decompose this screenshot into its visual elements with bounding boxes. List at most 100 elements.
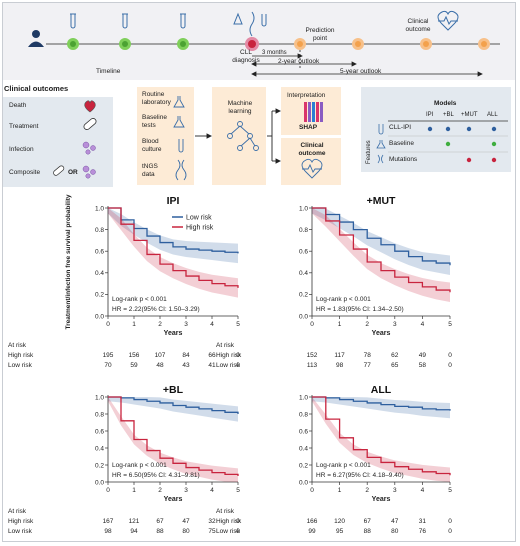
at-risk-high-value: 117 [334, 352, 345, 359]
at-risk-label: At risk [216, 342, 235, 349]
or-label: OR [68, 169, 78, 176]
x-tick-label: 3 [184, 321, 188, 328]
y-tick-label: 0.6 [299, 249, 308, 256]
at-risk-low-value: 65 [391, 362, 399, 369]
y-tick-label: 0.4 [95, 445, 104, 452]
hr-text: HR = 6.27(95% CI: 4.18–9.40) [316, 472, 404, 479]
x-tick-label: 0 [106, 321, 110, 328]
two-year-label: 2-year outlook [278, 58, 320, 65]
y-tick-label: 0.4 [299, 445, 308, 452]
feature-icons [376, 124, 386, 164]
inputs-box [137, 87, 194, 185]
ci-band [108, 208, 238, 264]
y-tick-label: 0.6 [95, 249, 104, 256]
at-risk-low-value: 0 [236, 362, 240, 369]
at-risk-high-value: 0 [236, 518, 240, 525]
x-tick-label: 2 [365, 487, 369, 494]
at-risk-high-value: 84 [182, 352, 190, 359]
at-risk-high-value: 120 [334, 518, 345, 525]
models-title: Models [434, 100, 457, 107]
at-risk-low-value: 58 [419, 362, 427, 369]
at-risk-high-value: 66 [208, 352, 216, 359]
outlook-arrows [251, 50, 483, 77]
model-col-all: ALL [487, 112, 498, 118]
hr-text: HR = 6.50(95% CI: 4.31–9.81) [112, 472, 200, 479]
chart-title: +MUT [367, 195, 396, 207]
x-tick-label: 5 [236, 321, 240, 328]
at-risk-high-value: 195 [103, 352, 114, 359]
network-icon [227, 121, 259, 151]
ml-label: Machine learning [227, 100, 253, 115]
interpretation-label: Interpretation [287, 92, 326, 99]
at-risk-high-value: 67 [156, 518, 164, 525]
at-risk-low-value: 48 [156, 362, 164, 369]
y-tick-label: 0.4 [95, 270, 104, 277]
x-axis-label: Years [372, 330, 391, 337]
ci-band [108, 397, 238, 422]
ml-box [212, 87, 266, 185]
y-tick-label: 0.0 [299, 313, 308, 320]
x-tick-label: 4 [421, 487, 425, 494]
y-tick-label: 0.2 [299, 292, 308, 299]
model-row-ipi: CLL-IPI [389, 124, 412, 131]
chart-title: ALL [371, 384, 392, 396]
survival-curve [312, 396, 451, 476]
logrank-text: Log-rank p < 0.001 [112, 296, 167, 303]
y-tick-label: 0.8 [95, 411, 104, 418]
x-tick-label: 2 [158, 487, 162, 494]
x-tick-label: 5 [448, 487, 452, 494]
at-risk-low-value: 0 [448, 362, 452, 369]
x-tick-label: 2 [158, 321, 162, 328]
at-risk-low-value: 99 [308, 528, 316, 535]
at-risk-low-value: 98 [104, 528, 112, 535]
x-tick-label: 5 [236, 487, 240, 494]
at-risk-low-value: 88 [156, 528, 164, 535]
logrank-text: Log-rank p < 0.001 [316, 296, 371, 303]
at-risk-low-value: 94 [130, 528, 138, 535]
x-tick-label: 0 [310, 321, 314, 328]
x-tick-label: 3 [393, 487, 397, 494]
low-risk-row-label: Low risk [8, 362, 33, 369]
at-risk-high-value: 0 [448, 352, 452, 359]
low-risk-row-label: Low risk [216, 362, 241, 369]
at-risk-low-value: 76 [419, 528, 427, 535]
timeline-label: Timeline [96, 68, 121, 75]
x-tick-label: 0 [106, 487, 110, 494]
y-tick-label: 0.2 [95, 292, 104, 299]
heart-monitor-icon [437, 10, 459, 31]
x-tick-label: 1 [338, 321, 342, 328]
survival-curve [108, 207, 239, 288]
y-tick-label: 0.2 [95, 462, 104, 469]
at-risk-high-value: 156 [129, 352, 140, 359]
outcome-composite: Composite [9, 169, 41, 176]
outcome-infection: Infection [9, 146, 34, 153]
y-tick-label: 1.0 [299, 394, 308, 401]
y-tick-label: 0.6 [95, 428, 104, 435]
at-risk-high-value: 107 [155, 352, 166, 359]
at-risk-high-value: 47 [182, 518, 190, 525]
person-icon [28, 30, 44, 47]
chart-title: IPI [167, 195, 180, 207]
at-risk-low-value: 59 [130, 362, 138, 369]
bacteria-icon [82, 141, 96, 155]
ci-band [312, 208, 450, 302]
shap-heatmap-icon [304, 102, 323, 122]
x-tick-label: 4 [210, 321, 214, 328]
at-risk-label: At risk [216, 508, 235, 515]
survival-curve [312, 207, 451, 266]
y-tick-label: 1.0 [95, 205, 104, 212]
input-blood: Blood culture [142, 138, 162, 153]
at-risk-high-value: 121 [129, 518, 140, 525]
heart-monitor-icon-2 [301, 158, 323, 179]
models-panel [361, 87, 511, 172]
input-tngs: tNGS data [142, 163, 158, 178]
y-tick-label: 0.6 [299, 428, 308, 435]
x-axis-label: Years [164, 330, 183, 337]
lab-icon [233, 11, 267, 37]
x-tick-label: 2 [365, 321, 369, 328]
x-tick-label: 1 [132, 321, 136, 328]
